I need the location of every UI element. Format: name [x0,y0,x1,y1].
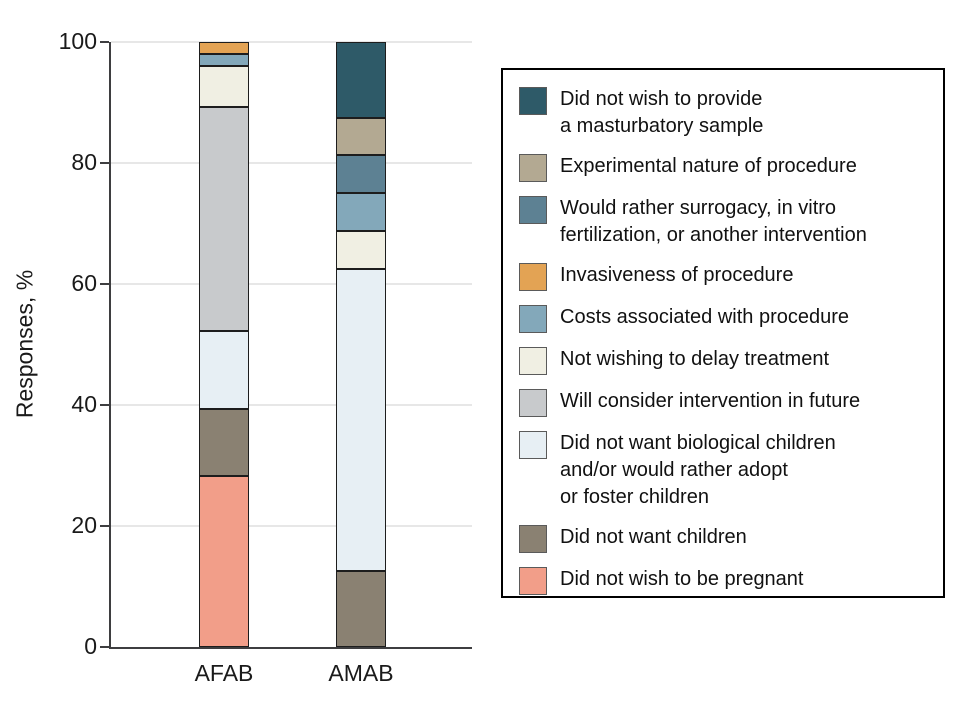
y-tick-80 [100,162,109,164]
x-category-label-amab: AMAB [328,660,394,686]
legend-label-line: Would rather surrogacy, in vitro [560,197,837,219]
y-tick-label-60: 60 [71,270,97,296]
legend-item: Costs associated with procedure [519,304,929,333]
y-tick-label-80: 80 [71,149,97,175]
bar-segment [199,330,249,410]
legend-label: Did not wish to be pregnant [560,566,804,593]
legend-item: Did not want biological children and/or w… [519,430,929,511]
legend-item: Did not want children [519,524,929,553]
plot-area: 0 20 40 60 80 100 AFAB AMAB [59,28,472,686]
legend-label: Experimental nature of procedure [560,153,857,180]
bar-segment [199,475,249,647]
legend-label-line: a masturbatory sample [560,115,764,137]
legend-swatch [519,263,547,291]
y-tick-60 [100,283,109,285]
legend-swatch [519,431,547,459]
legend-label-line: fertilization, or another intervention [560,224,867,246]
legend-item: Will consider intervention in future [519,388,929,417]
legend-label-line: Did not want biological children [560,432,836,454]
legend-swatch [519,525,547,553]
legend-label-line: and/or would rather adopt [560,459,788,481]
legend-label-line: Not wishing to delay treatment [560,348,830,370]
gridline-40 [111,404,472,406]
legend-swatch [519,347,547,375]
legend-label-line: Did not want children [560,526,747,548]
y-tick-label-40: 40 [71,391,97,417]
legend-item: Would rather surrogacy, in vitro fertiliz… [519,195,929,249]
bar-segment [336,231,386,269]
y-tick-label-20: 20 [71,512,97,538]
legend-label: Not wishing to delay treatment [560,346,829,373]
legend-swatch [519,567,547,595]
bar-segment [199,54,249,67]
legend-item: Invasiveness of procedure [519,262,929,291]
legend-swatch [519,196,547,224]
bar-afab [199,42,249,647]
y-tick-0 [100,646,109,648]
legend-item: Did not wish to be pregnant [519,566,929,595]
legend-label-line: Will consider intervention in future [560,390,861,412]
y-axis-label: Responses, % [11,269,38,419]
legend-label: Costs associated with procedure [560,304,849,331]
y-tick-20 [100,525,109,527]
bar-segment [199,409,249,476]
bar-segment [199,106,249,331]
y-tick-40 [100,404,109,406]
legend-label: Did not want biological children and/or w… [560,430,836,511]
legend-swatch [519,87,547,115]
legend-label-line: Invasiveness of procedure [560,264,794,286]
legend-label-line: Costs associated with procedure [560,306,850,328]
bar-segment [199,42,249,55]
legend-label-line: or foster children [560,486,709,508]
legend-label: Did not want children [560,524,747,551]
legend-item: Not wishing to delay treatment [519,346,929,375]
bar-amab [336,42,386,647]
legend-item: Did not wish to provide a masturbatory sa… [519,86,929,140]
gridline-20 [111,525,472,527]
bar-segment [199,66,249,107]
legend-swatch [519,389,547,417]
gridline-80 [111,162,472,164]
legend-label-line: Experimental nature of procedure [560,155,857,177]
bar-segment [336,571,386,647]
legend-swatch [519,305,547,333]
legend-label: Did not wish to provide a masturbatory sa… [560,86,763,140]
y-tick-label-0: 0 [84,633,97,659]
legend-label: Will consider intervention in future [560,388,860,415]
bar-segment [336,155,386,194]
chart-legend: Did not wish to provide a masturbatory sa… [501,68,945,598]
gridline-100 [111,41,472,43]
legend-label-line: Did not wish to be pregnant [560,568,804,590]
legend-item: Experimental nature of procedure [519,153,929,182]
gridline-60 [111,283,472,285]
y-tick-100 [100,41,109,43]
legend-label-line: Did not wish to provide [560,88,763,110]
legend-swatch [519,154,547,182]
bar-segment [336,117,386,156]
x-category-label-afab: AFAB [194,660,254,686]
y-tick-label-100: 100 [58,28,97,54]
bar-segment [336,193,386,232]
bar-segment [336,42,386,118]
legend-label: Invasiveness of procedure [560,262,793,289]
bar-segment [336,268,386,572]
legend-label: Would rather surrogacy, in vitro fertiliz… [560,195,867,249]
